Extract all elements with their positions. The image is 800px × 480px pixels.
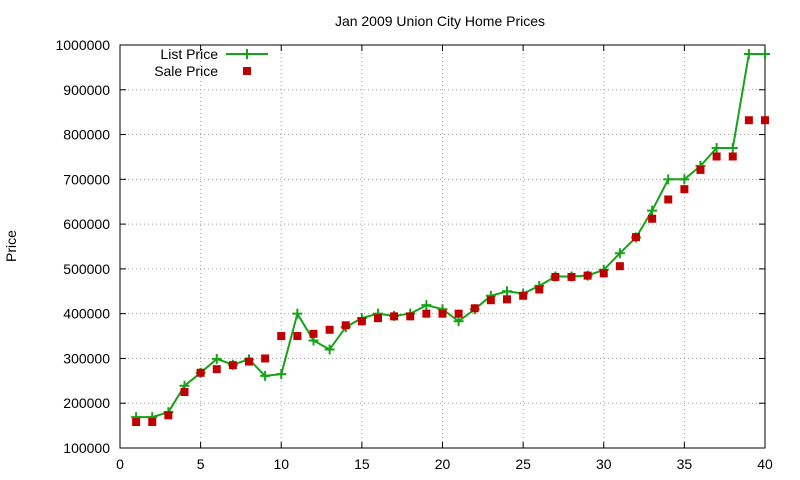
sale-price-point	[196, 368, 205, 377]
series-1	[132, 116, 769, 427]
y-tick-label: 1000000	[55, 37, 110, 53]
y-tick-label: 700000	[63, 171, 110, 187]
list-price-line	[136, 53, 765, 419]
sale-price-point	[712, 152, 721, 161]
sale-price-point	[325, 325, 334, 334]
y-tick-label: 200000	[63, 395, 110, 411]
plot-border	[119, 44, 766, 449]
sale-price-point	[615, 262, 624, 271]
y-tick-label: 500000	[63, 261, 110, 277]
list-price-point	[260, 370, 271, 381]
x-tick-label: 15	[354, 456, 370, 472]
legend-label: List Price	[160, 46, 218, 62]
sale-price-point	[648, 214, 657, 223]
x-tick-label: 25	[515, 456, 531, 472]
sale-price-point	[486, 296, 495, 305]
y-tick-label: 800000	[63, 127, 110, 143]
sale-price-point	[212, 365, 221, 374]
sale-price-point	[761, 116, 769, 125]
sale-price-point	[551, 272, 560, 281]
list-price-point	[679, 174, 690, 185]
sale-price-point	[567, 272, 576, 281]
list-price-point	[421, 300, 432, 311]
sale-price-point	[180, 388, 189, 397]
series-0	[131, 48, 770, 423]
sale-price-point	[728, 152, 737, 161]
legend-plus-swatch	[242, 49, 252, 59]
list-price-point	[663, 174, 674, 185]
list-price-point	[743, 48, 754, 59]
axes: 100000 200000 300000 400000 500000 600000 7000…	[55, 37, 773, 472]
sale-price-point	[535, 285, 544, 294]
sale-price-point	[132, 418, 141, 427]
x-tick-label: 10	[273, 456, 289, 472]
series-layer	[131, 48, 770, 427]
list-price-point	[647, 205, 658, 216]
grid	[120, 45, 765, 448]
sale-price-point	[245, 357, 253, 366]
legend-entry-1: Sale Price	[154, 63, 251, 79]
sale-price-point	[680, 185, 689, 194]
list-price-point	[276, 369, 287, 380]
sale-price-point	[470, 304, 479, 313]
x-tick-label: 35	[677, 456, 693, 472]
x-tick-label: 0	[116, 456, 124, 472]
sale-price-point	[632, 233, 640, 242]
chart-title: Jan 2009 Union City Home Prices	[335, 13, 545, 29]
x-tick-label: 20	[435, 456, 451, 472]
sale-price-point	[261, 354, 270, 363]
x-tick-label: 5	[197, 456, 205, 472]
sale-price-point	[390, 312, 399, 321]
sale-price-point	[583, 271, 592, 280]
sale-price-point	[293, 332, 302, 341]
sale-price-point	[599, 269, 608, 278]
list-price-point	[292, 308, 303, 319]
list-price-point	[727, 142, 738, 153]
x-tick-label: 40	[757, 456, 773, 472]
sale-price-point	[374, 314, 382, 323]
y-tick-label: 400000	[63, 306, 110, 322]
list-price-point	[453, 316, 464, 327]
sale-price-point	[357, 317, 366, 326]
list-price-point	[711, 142, 722, 153]
legend-square-swatch	[243, 67, 251, 75]
legend-entry-0: List Price	[160, 46, 268, 62]
list-price-point	[502, 286, 512, 297]
sale-price-point	[664, 195, 673, 204]
sale-price-point	[148, 418, 157, 427]
sale-price-point	[696, 165, 705, 174]
list-price-point	[614, 248, 625, 259]
y-tick-label: 600000	[63, 216, 110, 232]
sale-price-point	[277, 332, 286, 341]
y-tick-label: 100000	[63, 440, 110, 456]
y-axis-label: Price	[3, 230, 19, 262]
list-price-point	[211, 353, 222, 364]
sale-price-point	[503, 295, 511, 304]
sale-price-point	[744, 116, 753, 125]
sale-price-point	[519, 291, 528, 300]
sale-price-point	[228, 361, 237, 370]
sale-price-point	[341, 321, 350, 330]
sale-price-point	[309, 329, 318, 338]
sale-price-point	[406, 312, 415, 321]
x-tick-label: 30	[596, 456, 612, 472]
list-price-point	[324, 344, 335, 355]
sale-price-point	[164, 411, 173, 420]
list-price-point	[760, 48, 770, 59]
y-tick-label: 900000	[63, 82, 110, 98]
sale-price-point	[438, 309, 447, 318]
legend-label: Sale Price	[154, 63, 218, 79]
sale-price-point	[454, 309, 463, 318]
y-tick-label: 300000	[63, 350, 110, 366]
sale-price-point	[422, 309, 431, 318]
